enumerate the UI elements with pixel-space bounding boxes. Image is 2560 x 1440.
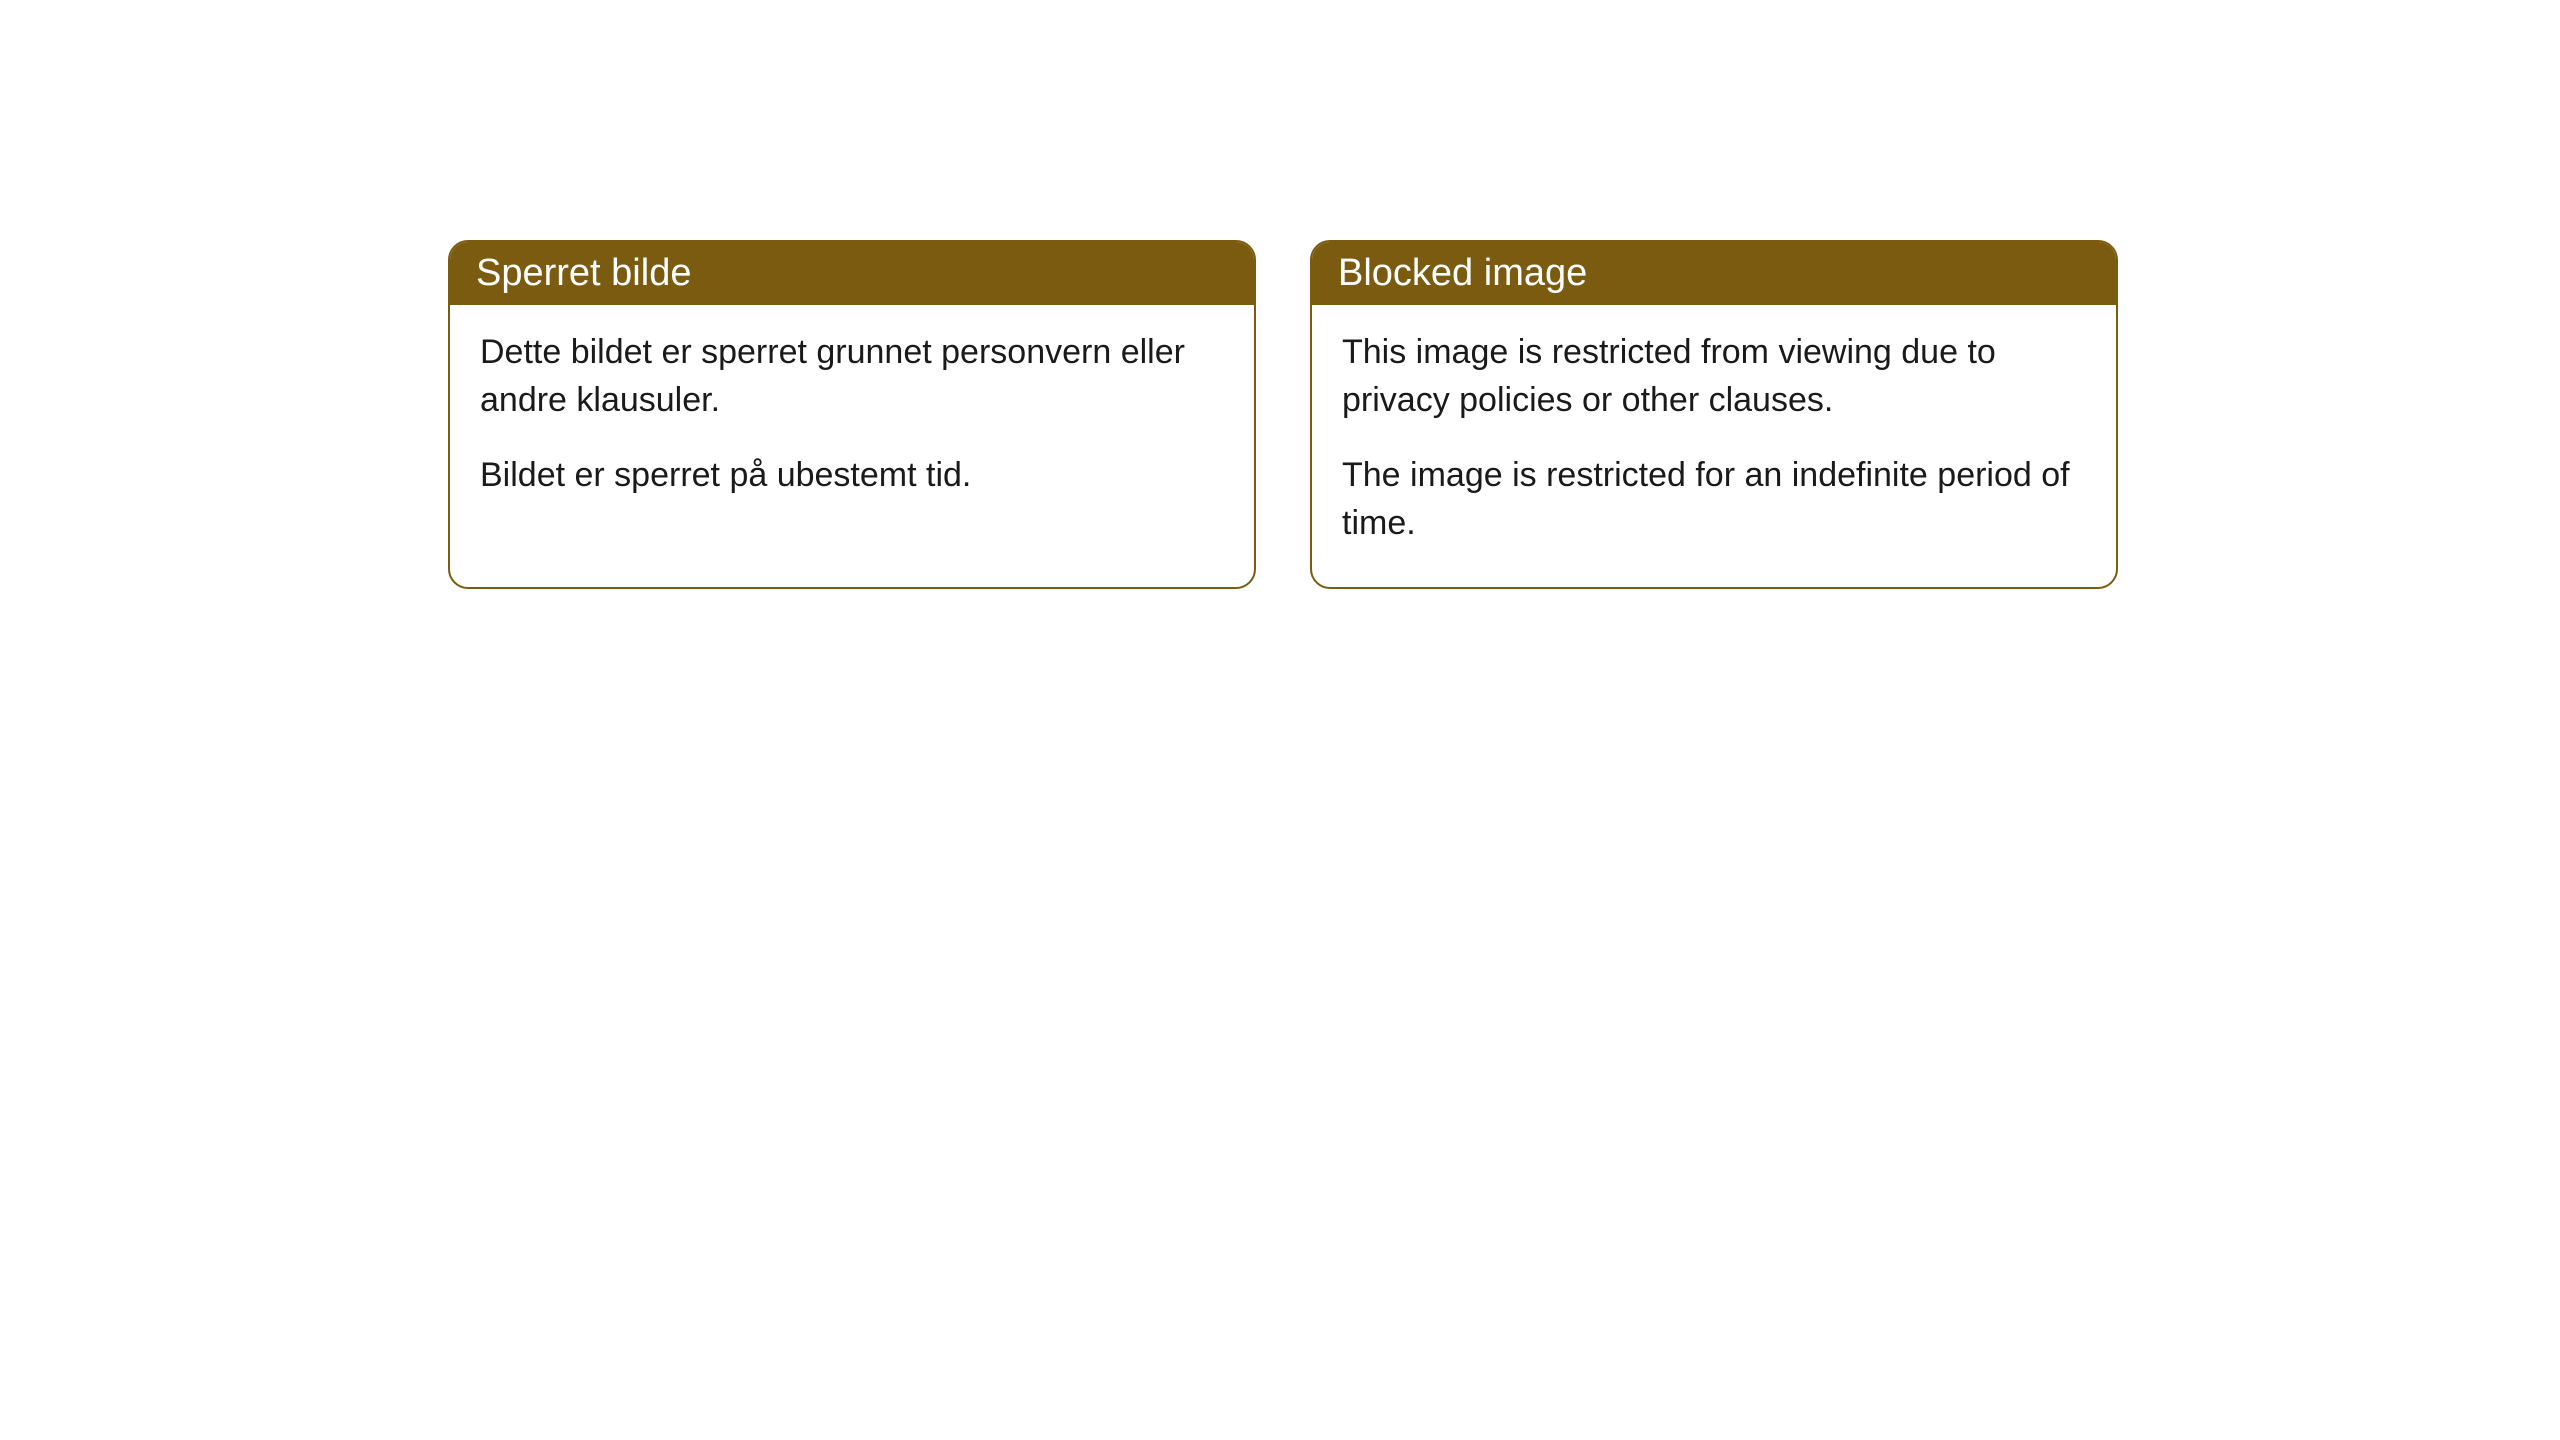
card-text-no-2: Bildet er sperret på ubestemt tid. (480, 452, 1224, 500)
card-header-en: Blocked image (1312, 242, 2116, 305)
card-header-no: Sperret bilde (450, 242, 1254, 305)
blocked-image-card-en: Blocked image This image is restricted f… (1310, 240, 2118, 589)
card-text-en-2: The image is restricted for an indefinit… (1342, 452, 2086, 547)
card-text-no-1: Dette bildet er sperret grunnet personve… (480, 329, 1224, 424)
card-text-en-1: This image is restricted from viewing du… (1342, 329, 2086, 424)
card-body-en: This image is restricted from viewing du… (1312, 305, 2116, 587)
card-body-no: Dette bildet er sperret grunnet personve… (450, 305, 1254, 540)
cards-container: Sperret bilde Dette bildet er sperret gr… (448, 240, 2118, 589)
blocked-image-card-no: Sperret bilde Dette bildet er sperret gr… (448, 240, 1256, 589)
